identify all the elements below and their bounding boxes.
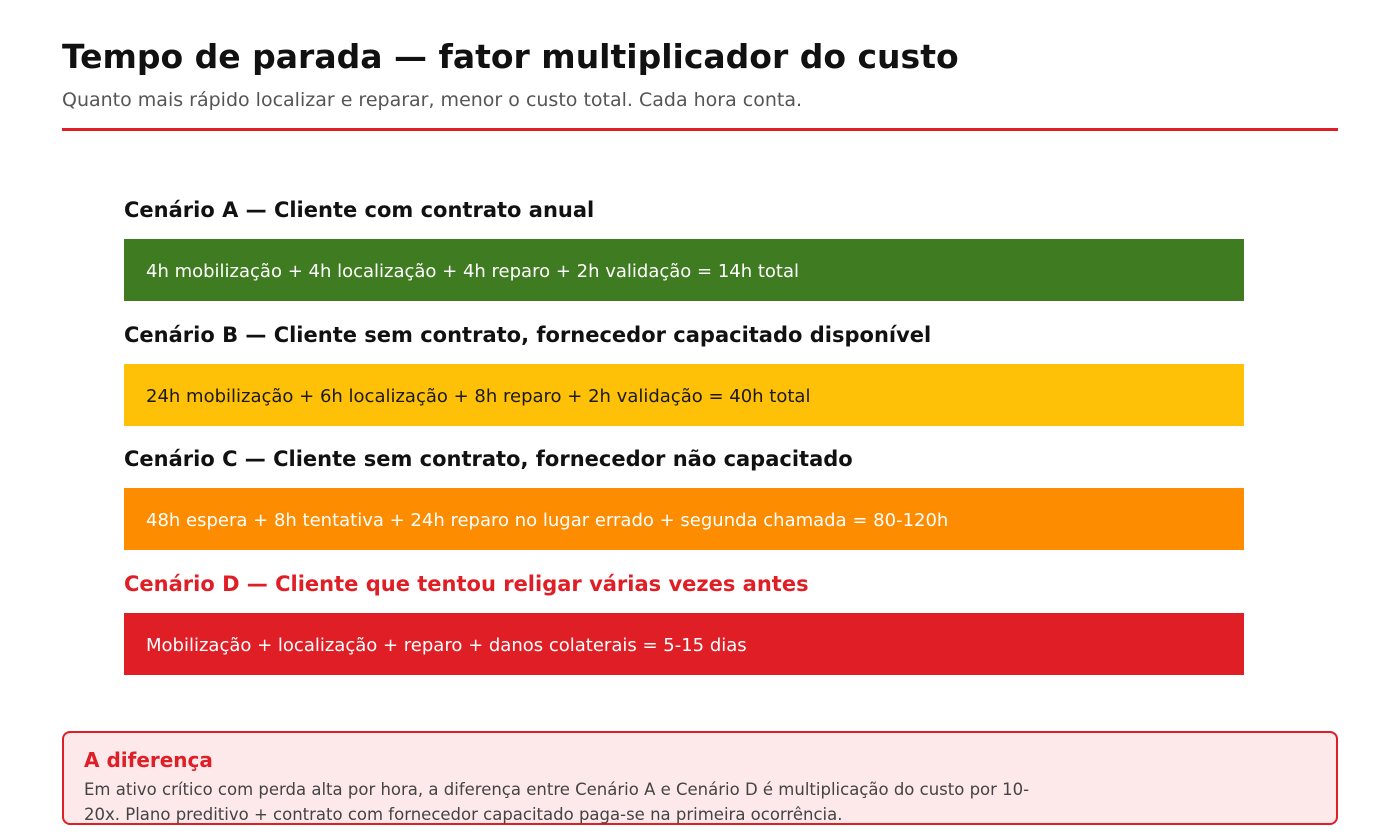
scenario-d-detail: Mobilização + localização + reparo + dan… [146, 634, 747, 656]
page-title: Tempo de parada — fator multiplicador do… [62, 37, 959, 76]
scenario-a-bar: 4h mobilização + 4h localização + 4h rep… [124, 239, 1244, 301]
scenario-b-detail: 24h mobilização + 6h localização + 8h re… [146, 385, 811, 407]
callout-title: A diferença [84, 748, 213, 772]
callout-body: Em ativo crítico com perda alta por hora… [84, 780, 1030, 824]
scenario-b: Cenário B — Cliente sem contrato, fornec… [124, 321, 1244, 446]
scenario-b-title: Cenário B — Cliente sem contrato, fornec… [124, 322, 932, 347]
slide: Tempo de parada — fator multiplicador do… [62, 0, 1338, 840]
scenario-a-detail: 4h mobilização + 4h localização + 4h rep… [146, 261, 800, 282]
scenario-d-title: Cenário D — Cliente que tentou religar v… [124, 571, 809, 596]
difference-callout: A diferença Em ativo crítico com perda a… [62, 731, 1338, 825]
scenario-c-detail: 48h espera + 8h tentativa + 24h reparo n… [146, 510, 949, 531]
scenario-d-bar: Mobilização + localização + reparo + dan… [124, 612, 1244, 675]
scenario-d: Cenário D — Cliente que tentou religar v… [124, 570, 1244, 695]
page-subtitle: Quanto mais rápido localizar e reparar, … [62, 89, 803, 111]
scenario-c-bar: 48h espera + 8h tentativa + 24h reparo n… [124, 488, 1244, 550]
header-divider [62, 128, 1338, 131]
scenario-b-bar: 24h mobilização + 6h localização + 8h re… [124, 363, 1244, 426]
scenario-a: Cenário A — Cliente com contrato anual 4… [124, 196, 1244, 321]
scenario-a-title: Cenário A — Cliente com contrato anual [124, 198, 595, 222]
scenario-c-title: Cenário C — Cliente sem contrato, fornec… [124, 447, 853, 471]
scenario-c: Cenário C — Cliente sem contrato, fornec… [124, 445, 1244, 570]
scenario-list: Cenário A — Cliente com contrato anual 4… [124, 196, 1244, 694]
